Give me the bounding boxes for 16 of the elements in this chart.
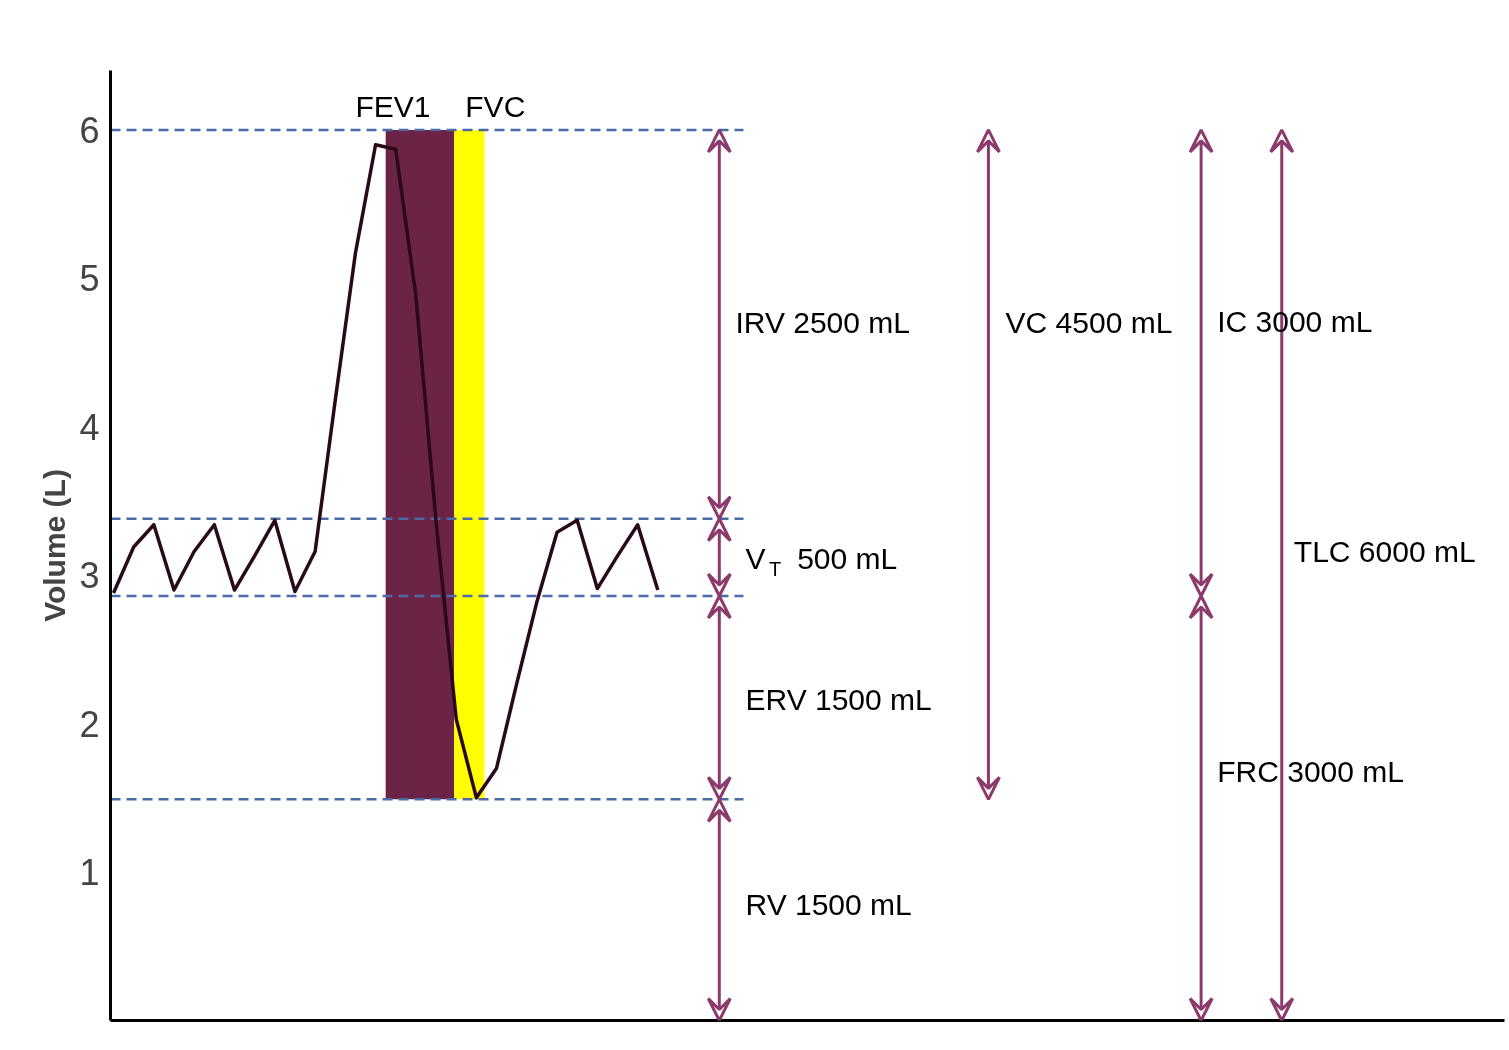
text: TLC 6000 mL: [1293, 534, 1476, 568]
annotation: FEV1: [355, 89, 431, 123]
y-tick-label: 6: [79, 109, 100, 151]
text: VC 4500 mL: [1005, 306, 1173, 340]
y-tick-label: 3: [79, 555, 100, 597]
text: IRV 2500 mL: [735, 306, 910, 340]
y-axis-title: Volume (L): [38, 469, 72, 622]
text: ERV 1500 mL: [745, 683, 932, 717]
text: RV 1500 mL: [745, 888, 912, 922]
y-tick-label: 2: [79, 703, 100, 745]
text: FRC 3000 mL: [1217, 754, 1404, 788]
y-tick-label: 5: [79, 258, 100, 300]
y-tick-label: 4: [79, 406, 100, 448]
line-series: [111, 142, 660, 800]
y-tick-label: 1: [79, 852, 100, 894]
annotation: FVC: [465, 89, 526, 123]
